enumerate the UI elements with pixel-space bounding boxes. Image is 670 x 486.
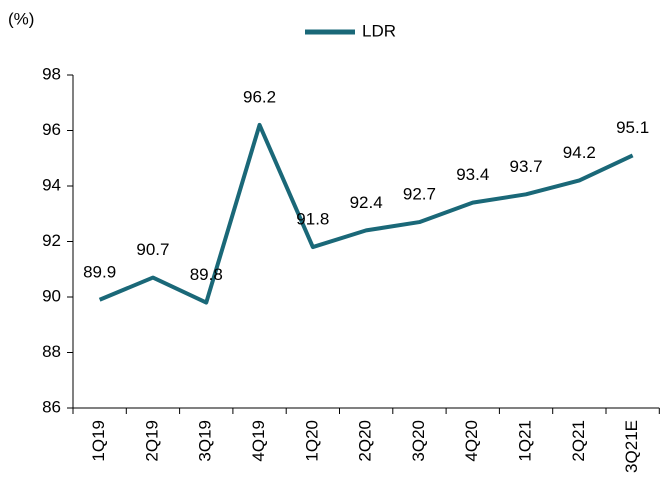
x-tick-label: 4Q20 — [462, 420, 481, 462]
x-tick-label: 2Q21 — [569, 420, 588, 462]
x-tick-label: 2Q20 — [356, 420, 375, 462]
x-tick-label: 4Q19 — [249, 420, 268, 462]
data-label: 93.4 — [456, 165, 489, 184]
data-label: 93.7 — [510, 157, 543, 176]
data-line — [98, 122, 634, 305]
y-tick-label: 90 — [42, 286, 61, 305]
data-label: 91.8 — [296, 210, 329, 229]
x-tick-label: 1Q20 — [302, 420, 321, 462]
x-tick-label: 1Q19 — [89, 420, 108, 462]
x-tick-label: 3Q20 — [409, 420, 428, 462]
data-label: 90.7 — [136, 240, 169, 259]
data-label: 95.1 — [616, 118, 649, 137]
y-tick-label: 86 — [42, 397, 61, 416]
data-label: 96.2 — [243, 87, 276, 106]
data-label: 94.2 — [563, 143, 596, 162]
x-tick-label: 2Q19 — [142, 420, 161, 462]
data-label: 92.7 — [403, 185, 436, 204]
y-tick-label: 94 — [42, 175, 61, 194]
y-tick-label: 88 — [42, 342, 61, 361]
x-tick-label: 3Q19 — [196, 420, 215, 462]
x-tick-label: 3Q21E — [622, 420, 641, 473]
y-tick-label: 96 — [42, 120, 61, 139]
x-tick-label: 1Q21 — [516, 420, 535, 462]
y-axis-label: (%) — [8, 9, 34, 28]
data-label: 89.8 — [190, 265, 223, 284]
legend-label: LDR — [362, 21, 396, 40]
data-label: 92.4 — [350, 193, 383, 212]
y-tick-label: 92 — [42, 231, 61, 250]
y-tick-label: 98 — [42, 64, 61, 83]
data-label: 89.9 — [83, 262, 116, 281]
